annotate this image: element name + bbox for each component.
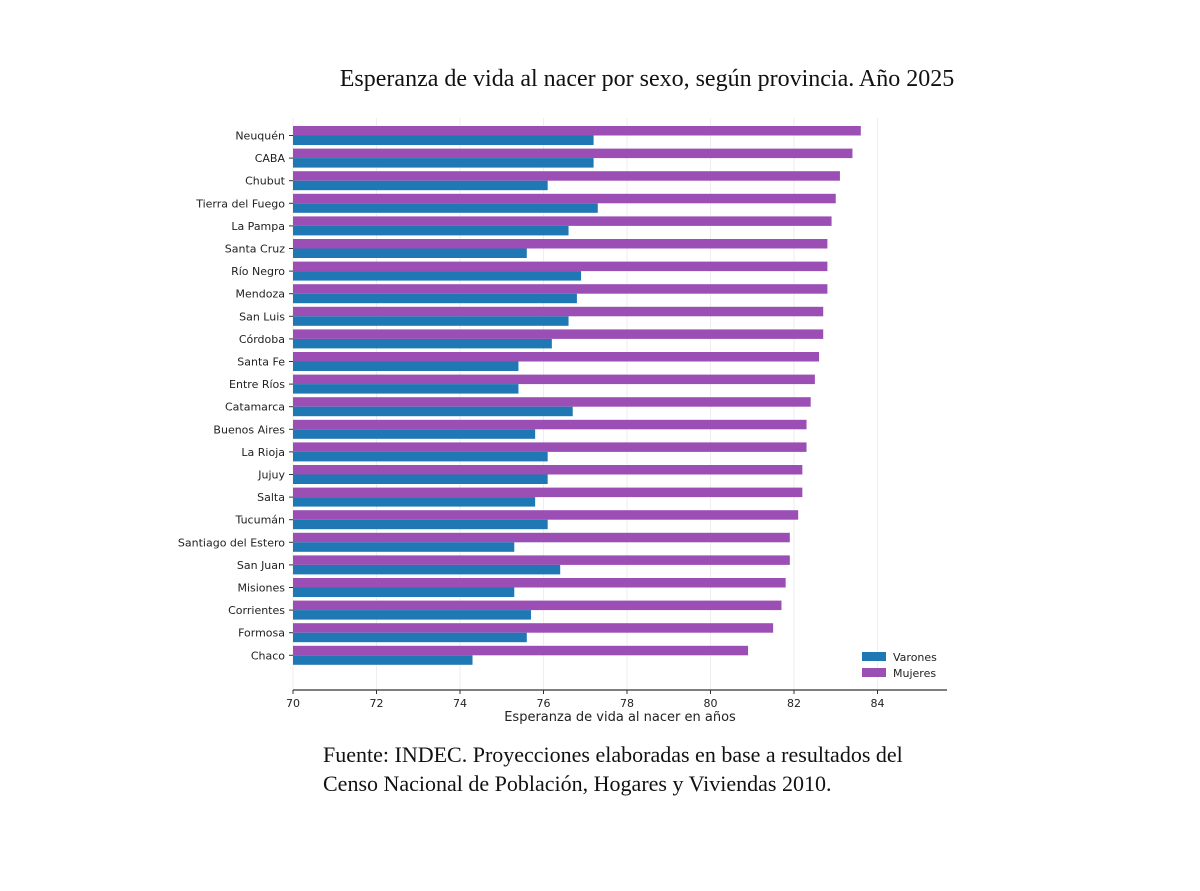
- y-tick-label: Santa Cruz: [225, 243, 285, 256]
- bar-varones: [293, 384, 519, 394]
- y-tick-label: Córdoba: [239, 333, 285, 346]
- bar-mujeres: [293, 645, 749, 656]
- bar-varones: [293, 135, 594, 145]
- bar-mujeres: [293, 600, 782, 611]
- y-tick-label: San Juan: [237, 559, 285, 572]
- bar-mujeres: [293, 148, 853, 159]
- bar-mujeres: [293, 578, 786, 588]
- bar-varones: [293, 587, 515, 597]
- bar-varones: [293, 271, 582, 281]
- bar-mujeres: [293, 465, 803, 475]
- x-axis-label: Esperanza de vida al nacer en años: [504, 710, 736, 725]
- y-tick-label: Jujuy: [257, 469, 285, 482]
- bar-varones: [293, 248, 527, 258]
- bar-varones: [293, 474, 548, 484]
- y-tick-label: La Rioja: [241, 446, 285, 459]
- y-tick-label: Buenos Aires: [213, 423, 285, 436]
- bar-varones: [293, 497, 536, 507]
- y-tick-label: Catamarca: [225, 401, 285, 414]
- y-tick-label: Santiago del Estero: [178, 536, 285, 549]
- legend-swatch: [862, 668, 886, 677]
- y-tick-label: Salta: [257, 491, 285, 504]
- y-tick-label: La Pampa: [231, 220, 285, 233]
- chart-title: Esperanza de vida al nacer por sexo, seg…: [339, 66, 955, 92]
- bar-varones: [293, 338, 552, 349]
- y-tick-label: Entre Ríos: [229, 378, 285, 391]
- bar-varones: [293, 406, 573, 417]
- bar-mujeres: [293, 329, 824, 339]
- bar-varones: [293, 158, 594, 168]
- bar-varones: [293, 519, 548, 530]
- y-tick-label: Chaco: [251, 649, 285, 662]
- y-tick-label: Tucumán: [235, 514, 285, 527]
- x-tick-label: 76: [537, 697, 551, 710]
- legend-label: Mujeres: [893, 667, 936, 680]
- y-tick-label: CABA: [255, 152, 286, 165]
- y-tick-label: Río Negro: [231, 265, 285, 278]
- bar-mujeres: [293, 397, 811, 407]
- y-tick-label: San Luis: [239, 310, 285, 323]
- bar-mujeres: [293, 510, 799, 520]
- x-tick-label: 70: [286, 697, 300, 710]
- bar-mujeres: [293, 555, 790, 565]
- y-tick-label: Chubut: [245, 175, 286, 188]
- x-tick-label: 82: [787, 697, 801, 710]
- y-tick-label: Formosa: [238, 627, 285, 640]
- bar-mujeres: [293, 284, 828, 294]
- x-tick-label: 84: [871, 697, 885, 710]
- bar-mujeres: [293, 171, 840, 181]
- bar-mujeres: [293, 442, 807, 452]
- bar-varones: [293, 542, 515, 552]
- bar-varones: [293, 293, 577, 304]
- y-tick-label: Tierra del Fuego: [195, 197, 285, 210]
- bar-mujeres: [293, 352, 820, 362]
- bar-mujeres: [293, 261, 828, 272]
- bar-mujeres: [293, 623, 774, 633]
- legend-swatch: [862, 652, 886, 661]
- bar-varones: [293, 203, 598, 213]
- bar-varones: [293, 316, 569, 326]
- legend-label: Varones: [893, 651, 937, 664]
- bar-varones: [293, 225, 569, 236]
- bar-varones: [293, 180, 548, 191]
- y-tick-label: Santa Fe: [237, 356, 285, 369]
- bar-varones: [293, 655, 473, 665]
- x-tick-label: 78: [620, 697, 634, 710]
- bar-mujeres: [293, 193, 836, 204]
- bar-varones: [293, 632, 527, 643]
- bar-mujeres: [293, 306, 824, 317]
- bar-mujeres: [293, 487, 803, 498]
- bar-varones: [293, 610, 531, 620]
- bar-varones: [293, 564, 561, 575]
- y-tick-label: Misiones: [237, 582, 285, 595]
- bar-mujeres: [293, 239, 828, 249]
- source-note: Fuente: INDEC. Proyecciones elaboradas e…: [323, 742, 903, 796]
- bar-mujeres: [293, 532, 790, 543]
- bar-mujeres: [293, 419, 807, 430]
- bar-mujeres: [293, 374, 815, 385]
- x-tick-label: 74: [453, 697, 467, 710]
- bar-mujeres: [293, 126, 861, 136]
- bar-mujeres: [293, 216, 832, 226]
- y-tick-label: Corrientes: [228, 604, 285, 617]
- y-tick-label: Neuquén: [235, 130, 285, 143]
- bar-varones: [293, 451, 548, 462]
- x-tick-label: 80: [704, 697, 718, 710]
- x-tick-label: 72: [370, 697, 384, 710]
- y-tick-label: Mendoza: [236, 288, 285, 301]
- bar-varones: [293, 429, 536, 439]
- bar-varones: [293, 361, 519, 371]
